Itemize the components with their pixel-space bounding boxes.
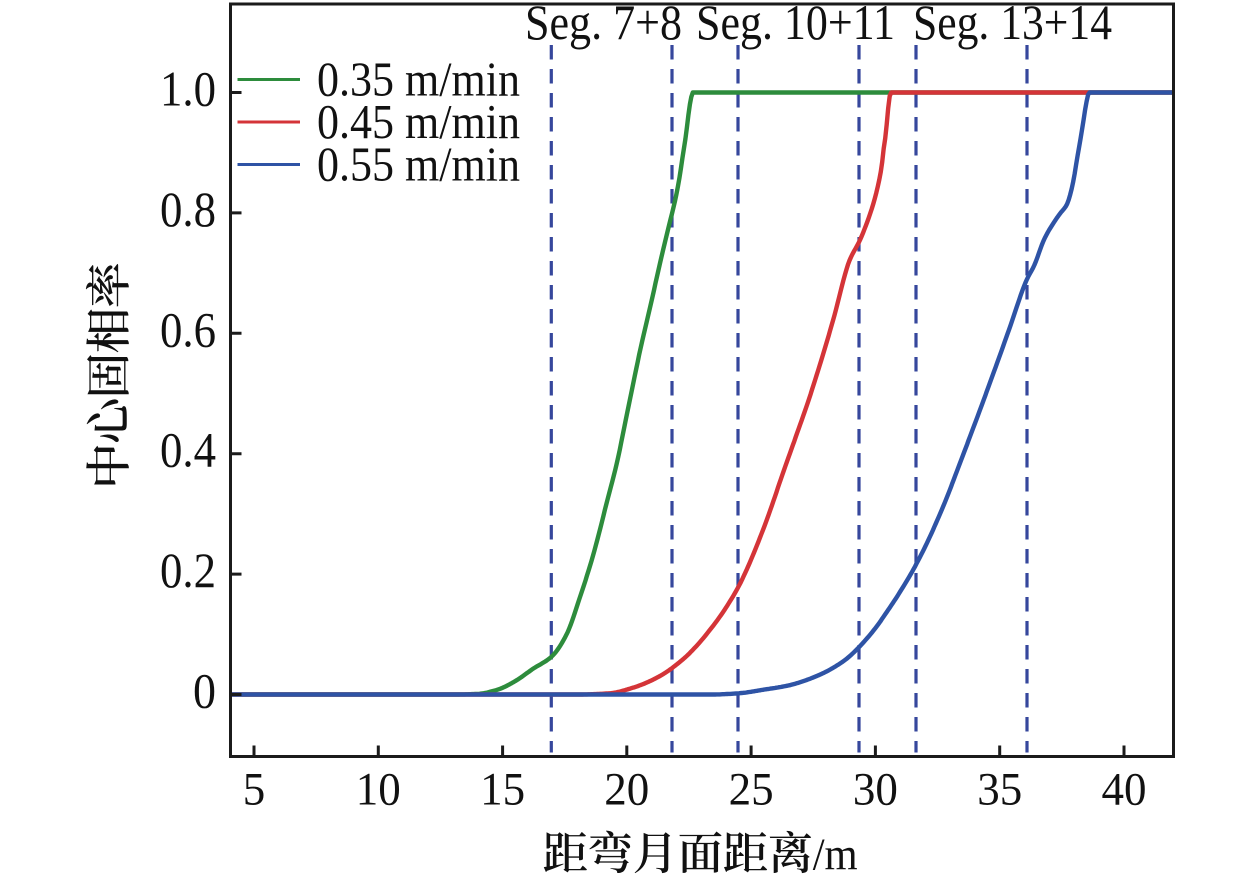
svg-text:0.55 m/min: 0.55 m/min — [317, 137, 520, 192]
svg-text:0.8: 0.8 — [160, 181, 216, 237]
svg-text:25: 25 — [729, 764, 774, 816]
svg-text:20: 20 — [604, 764, 649, 816]
svg-text:0.35 m/min: 0.35 m/min — [317, 52, 520, 107]
svg-text:40: 40 — [1102, 764, 1147, 816]
svg-text:10: 10 — [356, 764, 401, 816]
svg-text:0.4: 0.4 — [160, 422, 216, 478]
svg-text:1.0: 1.0 — [160, 61, 216, 117]
svg-text:0.45 m/min: 0.45 m/min — [317, 94, 520, 149]
svg-text:Seg. 7+8: Seg. 7+8 — [525, 0, 682, 50]
svg-text:30: 30 — [853, 764, 898, 816]
svg-text:5: 5 — [243, 764, 266, 816]
svg-text:Seg. 10+11: Seg. 10+11 — [696, 0, 895, 50]
svg-text:35: 35 — [977, 764, 1022, 816]
svg-text:0.2: 0.2 — [160, 542, 216, 598]
svg-text:15: 15 — [480, 764, 525, 816]
svg-text:Seg. 13+14: Seg. 13+14 — [913, 0, 1112, 50]
svg-text:0: 0 — [193, 663, 216, 719]
svg-text:/m: /m — [813, 828, 858, 879]
svg-text:0.6: 0.6 — [160, 301, 216, 357]
